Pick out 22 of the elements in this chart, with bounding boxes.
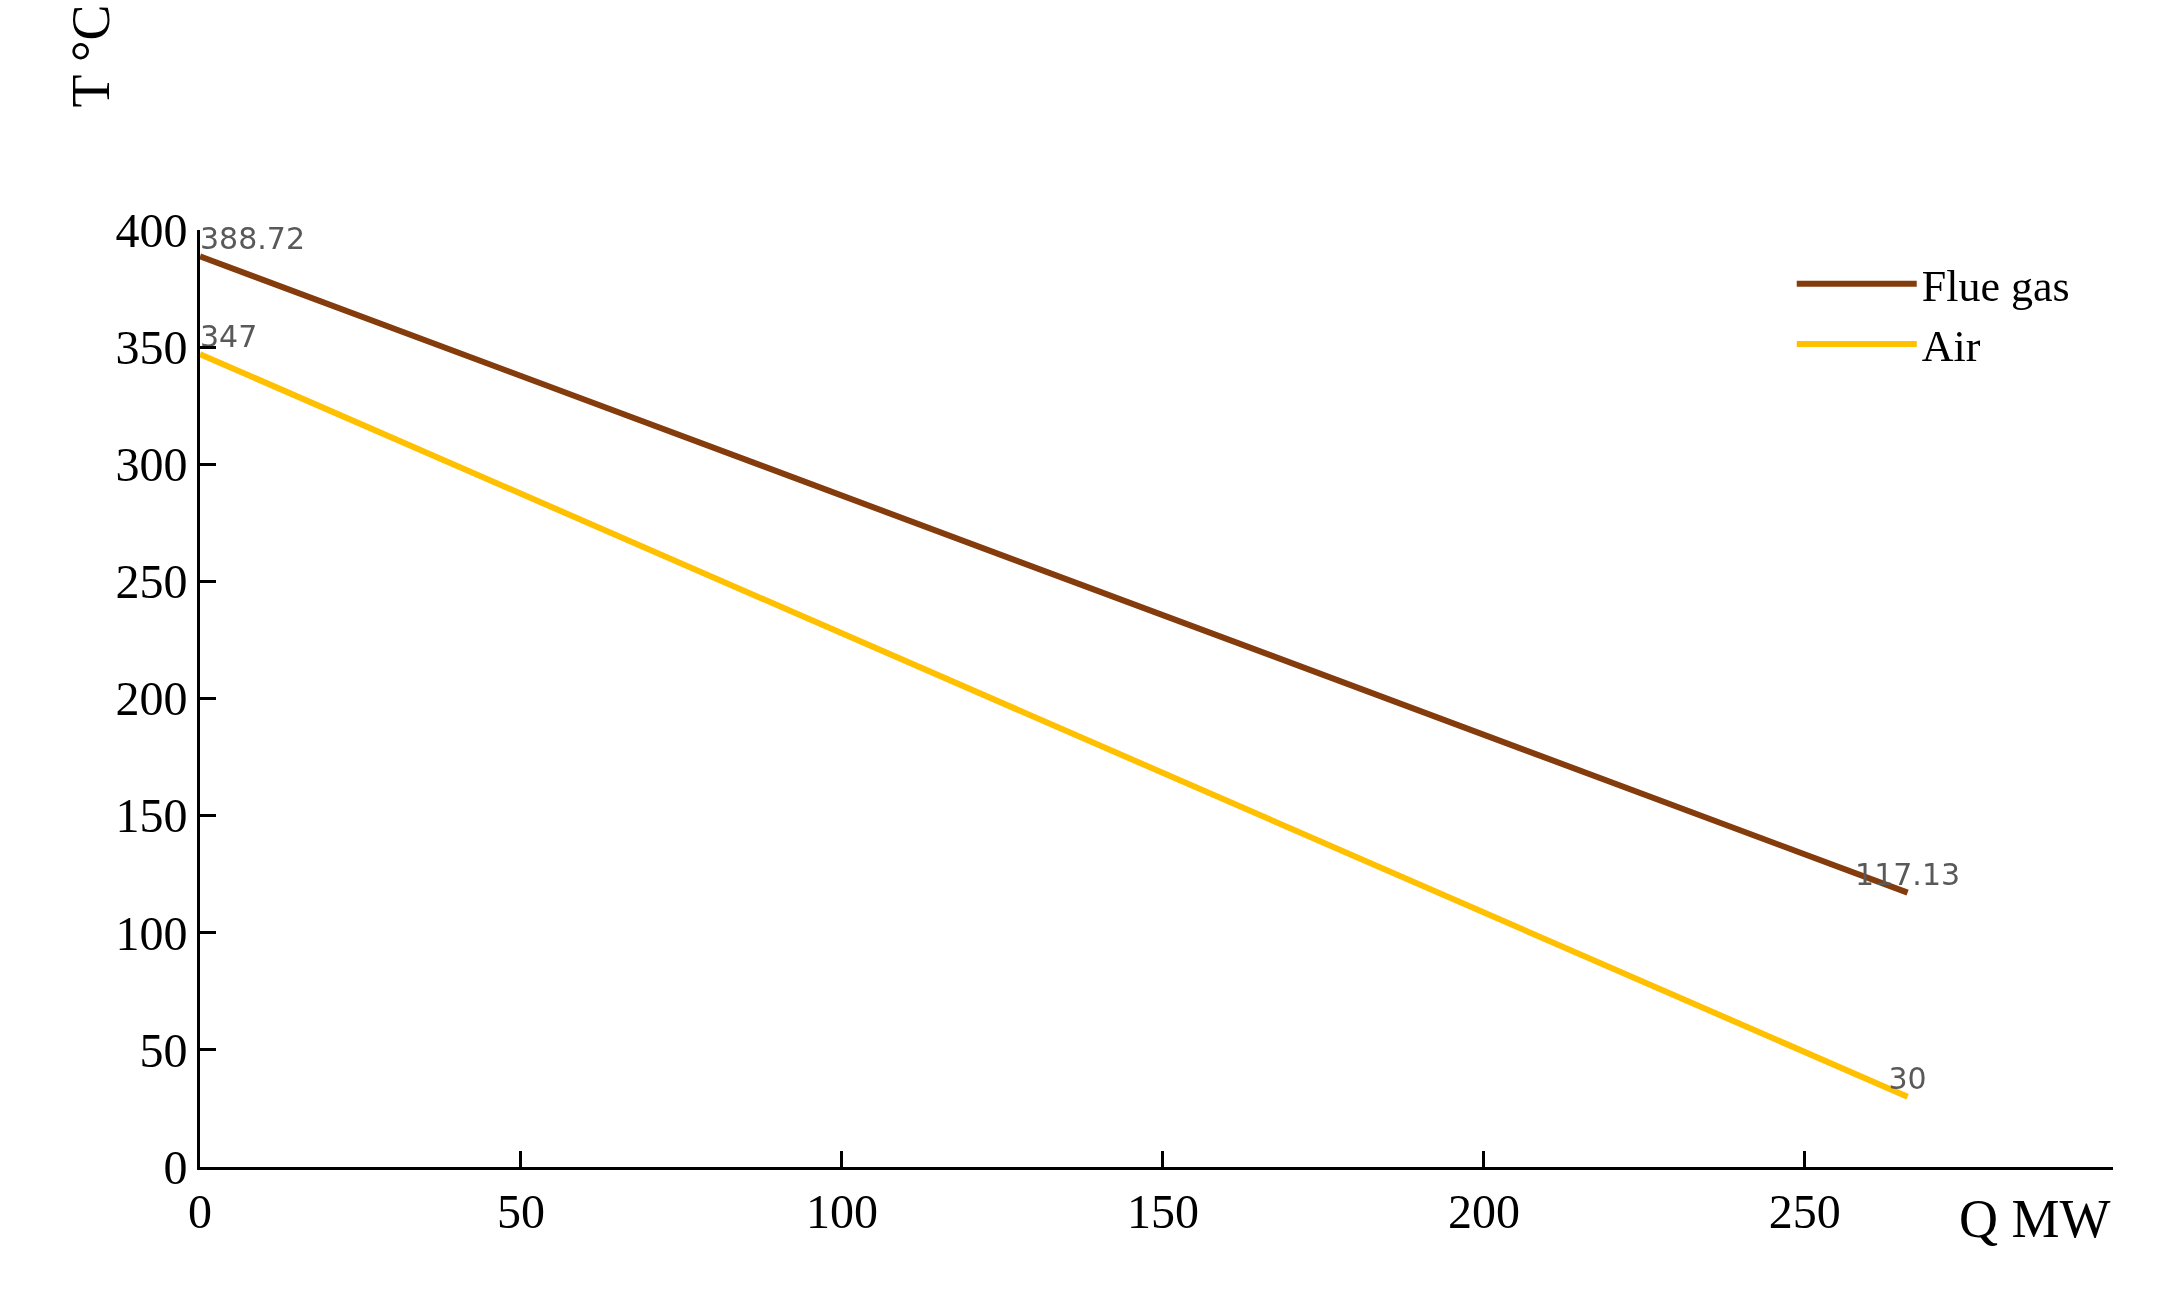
x-tick-label: 200	[1447, 1184, 1520, 1238]
data-label: 388.72	[200, 220, 305, 256]
y-tick-label: 300	[115, 438, 188, 492]
x-tick-label: 100	[805, 1184, 878, 1238]
y-tick-label: 250	[115, 555, 188, 609]
y-tick-label: 150	[115, 789, 188, 843]
y-tick-label: 200	[115, 672, 188, 726]
data-label: 347	[200, 318, 258, 354]
data-label: 117.13	[1855, 857, 1961, 893]
y-tick-label: 100	[115, 906, 188, 960]
y-axis-title: T °C	[60, 4, 121, 108]
data-label: 30	[1888, 1061, 1927, 1097]
x-axis-title: Q MW	[1959, 1189, 2111, 1249]
y-tick-label: 350	[115, 320, 188, 374]
legend-label: Flue gas	[1921, 262, 2070, 311]
y-tick-label: 0	[163, 1140, 188, 1194]
x-tick-label: 50	[496, 1184, 545, 1238]
y-tick-label: 400	[115, 203, 188, 257]
x-tick-label: 150	[1126, 1184, 1199, 1238]
y-tick-label: 50	[139, 1023, 188, 1077]
legend-label: Air	[1921, 322, 1981, 372]
x-tick-label: 250	[1768, 1184, 1841, 1238]
